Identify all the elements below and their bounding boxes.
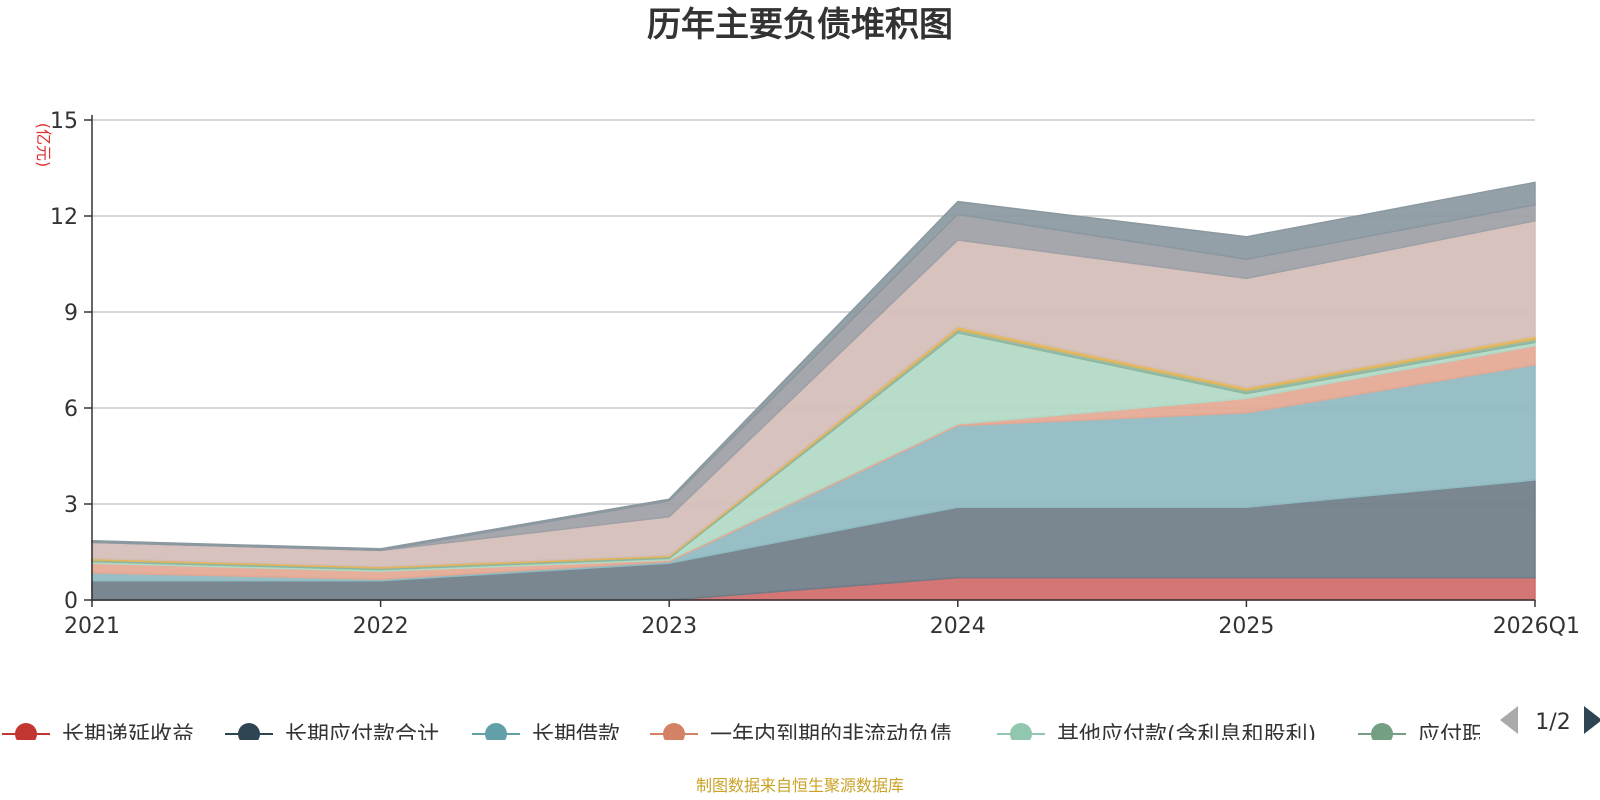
x-tick-label: 2023	[641, 614, 697, 639]
axes	[91, 115, 1535, 601]
y-axis-unit: (亿元)	[34, 123, 53, 168]
legend[interactable]: 长期递延收益 长期应付款合计 长期借款 一年内到期的非流动负债 其他应付款(含利息和股利…	[2, 723, 1484, 748]
legend-pager[interactable]: 1/2	[1500, 706, 1600, 735]
legend-item-4[interactable]: 其他应付款(含利息和股利)	[997, 723, 1316, 748]
legend-label: 长期应付款合计	[285, 723, 439, 748]
legend-marker	[663, 723, 685, 740]
legend-marker	[485, 723, 507, 740]
legend-next-icon[interactable]	[1584, 706, 1600, 734]
y-tick-label: 12	[50, 205, 78, 230]
y-tick-label: 15	[50, 109, 78, 134]
legend-item-0[interactable]: 长期递延收益	[2, 723, 194, 748]
legend-label: 应付职	[1418, 723, 1484, 748]
legend-marker	[238, 723, 260, 740]
x-axis-ticks: 2021 2022 2023 2024 2025 2026Q1	[64, 600, 1580, 639]
y-tick-label: 6	[64, 397, 78, 422]
legend-label: 其他应付款(含利息和股利)	[1057, 723, 1316, 748]
legend-prev-icon[interactable]	[1500, 706, 1518, 734]
x-tick-label: 2021	[64, 614, 120, 639]
y-tick-label: 3	[64, 493, 78, 518]
x-tick-label: 2025	[1218, 614, 1274, 639]
x-tick-label: 2026Q1	[1493, 614, 1580, 639]
y-tick-label: 0	[64, 589, 78, 614]
legend-item-2[interactable]: 长期借款	[472, 723, 620, 748]
chart-title: 历年主要负债堆积图	[647, 5, 953, 45]
y-tick-label: 9	[64, 301, 78, 326]
legend-item-3[interactable]: 一年内到期的非流动负债	[650, 723, 952, 748]
legend-marker	[15, 723, 37, 740]
legend-label: 长期借款	[532, 723, 620, 748]
legend-marker	[1010, 723, 1032, 740]
legend-item-1[interactable]: 长期应付款合计	[225, 723, 439, 748]
legend-label: 一年内到期的非流动负债	[710, 723, 952, 748]
legend-marker	[1371, 723, 1393, 740]
x-tick-label: 2024	[930, 614, 986, 639]
y-axis-ticks: 0 3 6 9 12 15	[50, 109, 92, 614]
legend-item-5[interactable]: 应付职	[1358, 723, 1484, 748]
area-series-9	[91, 181, 1536, 552]
data-source-note: 制图数据来自恒生聚源数据库	[696, 776, 904, 795]
legend-page-indicator: 1/2	[1535, 710, 1570, 735]
area-series-group	[91, 181, 1536, 601]
legend-label: 长期递延收益	[62, 723, 194, 748]
x-tick-label: 2022	[353, 614, 409, 639]
